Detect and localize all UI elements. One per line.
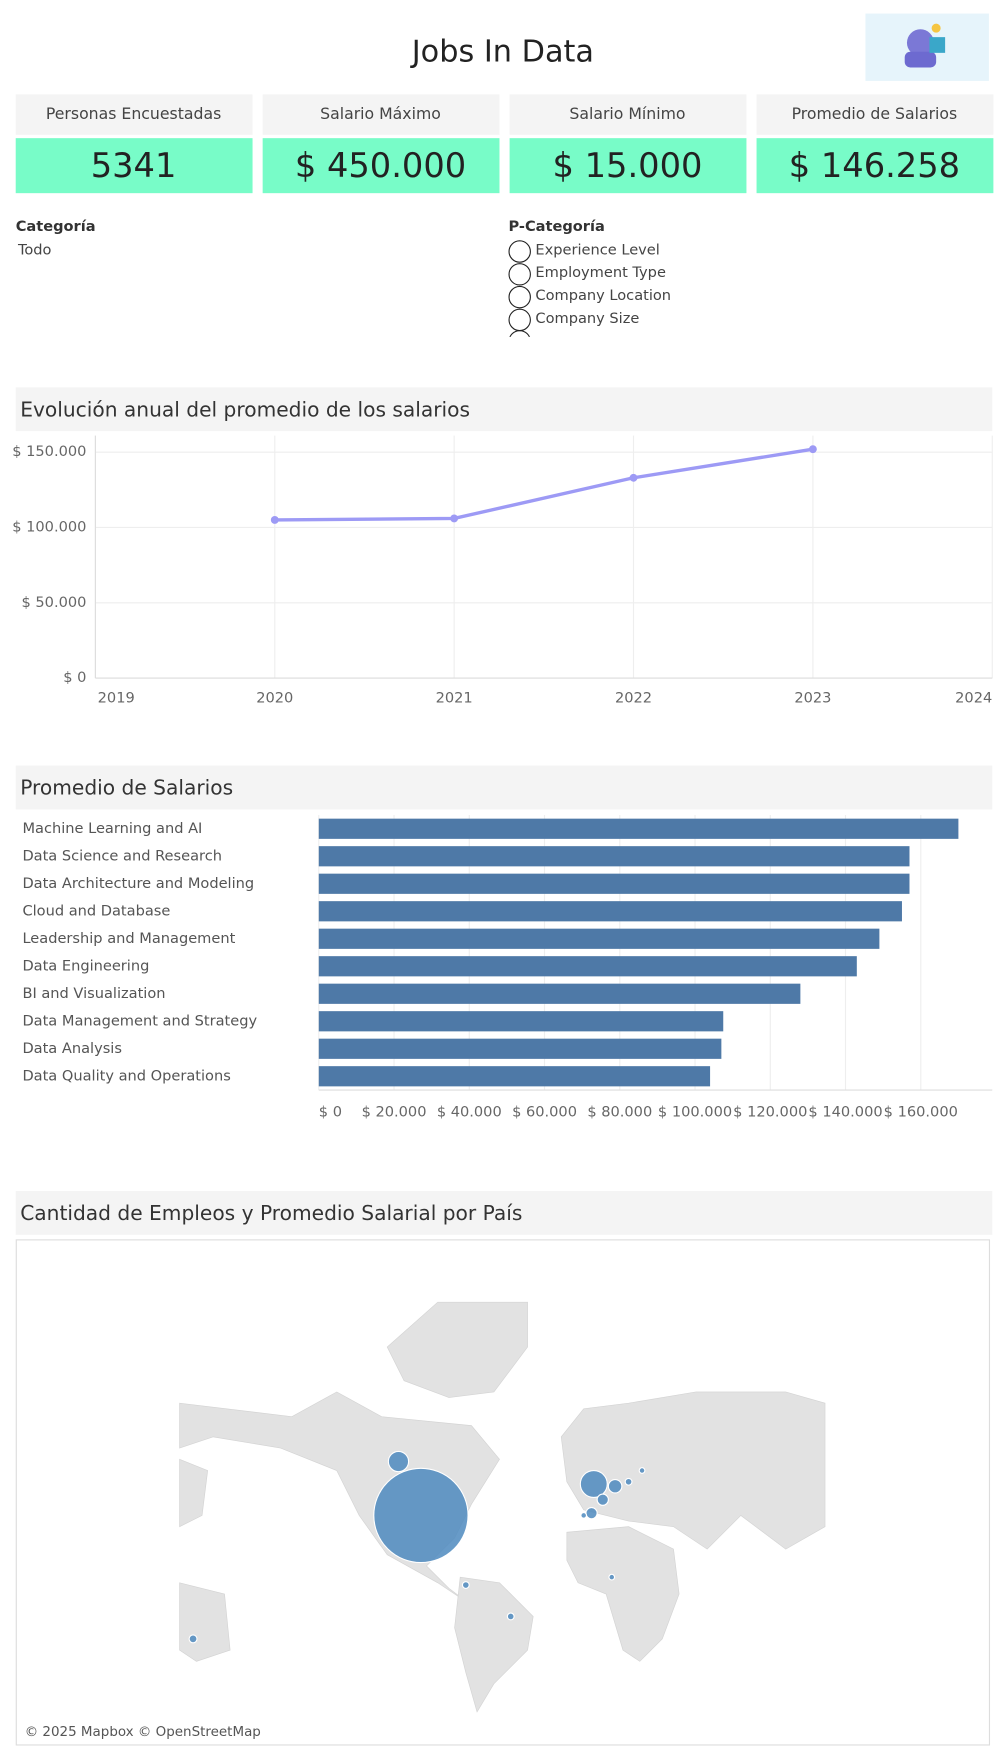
x-tick-label: $ 160.000 [884, 1103, 958, 1120]
y-tick-label: $ 50.000 [22, 594, 87, 611]
kpi-box [262, 138, 500, 194]
page-title: Jobs In Data [410, 34, 594, 69]
y-tick-label: Data Science and Research [22, 847, 222, 864]
line [274, 447, 814, 522]
y-tick-label: Cloud and Database [22, 902, 170, 919]
y-tick-label: BI and Visualization [22, 985, 165, 1002]
kpi-label: Promedio de Salarios [792, 104, 958, 123]
filter-option[interactable]: Company Size [535, 310, 639, 327]
y-tick-label: Data Management and Strategy [22, 1012, 257, 1029]
x-tick-label: 2023 [794, 689, 831, 706]
x-tick-label: $ 140.000 [808, 1103, 882, 1120]
x-tick-label: $ 100.000 [658, 1103, 732, 1120]
radio[interactable] [508, 263, 531, 286]
radio[interactable] [508, 285, 531, 309]
chart-title: Promedio de Salarios [20, 776, 233, 800]
bar [318, 1011, 724, 1032]
y-tick-label: Data Engineering [22, 957, 149, 974]
radio[interactable] [508, 240, 531, 263]
logo [865, 13, 989, 81]
point [629, 473, 638, 482]
panel-header [15, 387, 993, 432]
x-tick-label: 2022 [615, 689, 652, 706]
x-tick-label: $ 80.000 [587, 1103, 652, 1120]
x-tick-label: $ 20.000 [362, 1103, 427, 1120]
kpi-label: Salario Máximo [320, 104, 441, 123]
x-tick-label: $ 60.000 [512, 1103, 577, 1120]
map-title: Cantidad de Empleos y Promedio Salarial … [20, 1201, 522, 1225]
kpi-box [756, 138, 994, 194]
filter-label: P-Categoría [508, 218, 604, 235]
bar [318, 818, 959, 839]
bar [318, 983, 801, 1004]
bar [318, 901, 902, 922]
radio[interactable] [509, 330, 530, 352]
bar [318, 928, 880, 949]
kpi-value: $ 146.258 [789, 146, 960, 185]
point [808, 445, 817, 454]
kpi-value: 5341 [91, 146, 177, 185]
filter-option[interactable]: Employment Type [535, 264, 666, 281]
map-bubble [188, 1450, 646, 1644]
filter-value[interactable]: Todo [17, 241, 52, 258]
point [270, 516, 279, 524]
kpi-value: $ 15.000 [553, 146, 703, 185]
y-tick-label: Leadership and Management [22, 930, 235, 947]
y-tick-label: $ 100.000 [12, 518, 86, 535]
x-tick-label: 2021 [436, 689, 473, 706]
x-tick-label: 2019 [98, 689, 135, 706]
x-tick-label: 2024 [955, 689, 992, 706]
y-tick-label: $ 0 [63, 669, 86, 686]
kpi-header [509, 94, 747, 135]
x-tick-label: 2020 [256, 689, 293, 706]
x-tick-label: $ 0 [319, 1103, 342, 1120]
bar [318, 846, 910, 867]
bar [318, 1066, 711, 1087]
y-tick-label: Data Architecture and Modeling [22, 875, 254, 892]
bar [318, 873, 910, 894]
filter-option[interactable]: Company Location [535, 287, 671, 304]
bar [318, 1038, 722, 1059]
y-tick-label: Data Quality and Operations [22, 1067, 230, 1084]
kpi-box [509, 138, 747, 194]
kpi-label: Salario Mínimo [569, 104, 685, 123]
kpi-header [15, 94, 253, 135]
radio[interactable] [508, 308, 531, 332]
panel-header [15, 765, 993, 810]
map-panel: Cantidad de Empleos y Promedio Salarial … [15, 1191, 993, 1746]
y-tick-label: Data Analysis [22, 1040, 122, 1057]
chart-title: Evolución anual del promedio de los sala… [20, 397, 470, 421]
point [450, 514, 459, 523]
kpi-value: $ 450.000 [295, 146, 466, 185]
filter-label: Categoría [16, 218, 96, 235]
kpi-header [756, 94, 994, 135]
x-tick-label: $ 120.000 [733, 1103, 807, 1120]
x-tick-label: $ 40.000 [437, 1103, 502, 1120]
y-tick-label: Machine Learning and AI [22, 820, 202, 837]
filter-option[interactable]: Experience Level [535, 241, 659, 258]
kpi-header [262, 94, 500, 135]
y-tick-label: $ 150.000 [12, 443, 86, 460]
map-attribution: © 2025 Mapbox © OpenStreetMap [25, 1725, 261, 1740]
kpi-box [15, 138, 253, 194]
bar [318, 956, 857, 977]
kpi-label: Personas Encuestadas [46, 104, 221, 123]
